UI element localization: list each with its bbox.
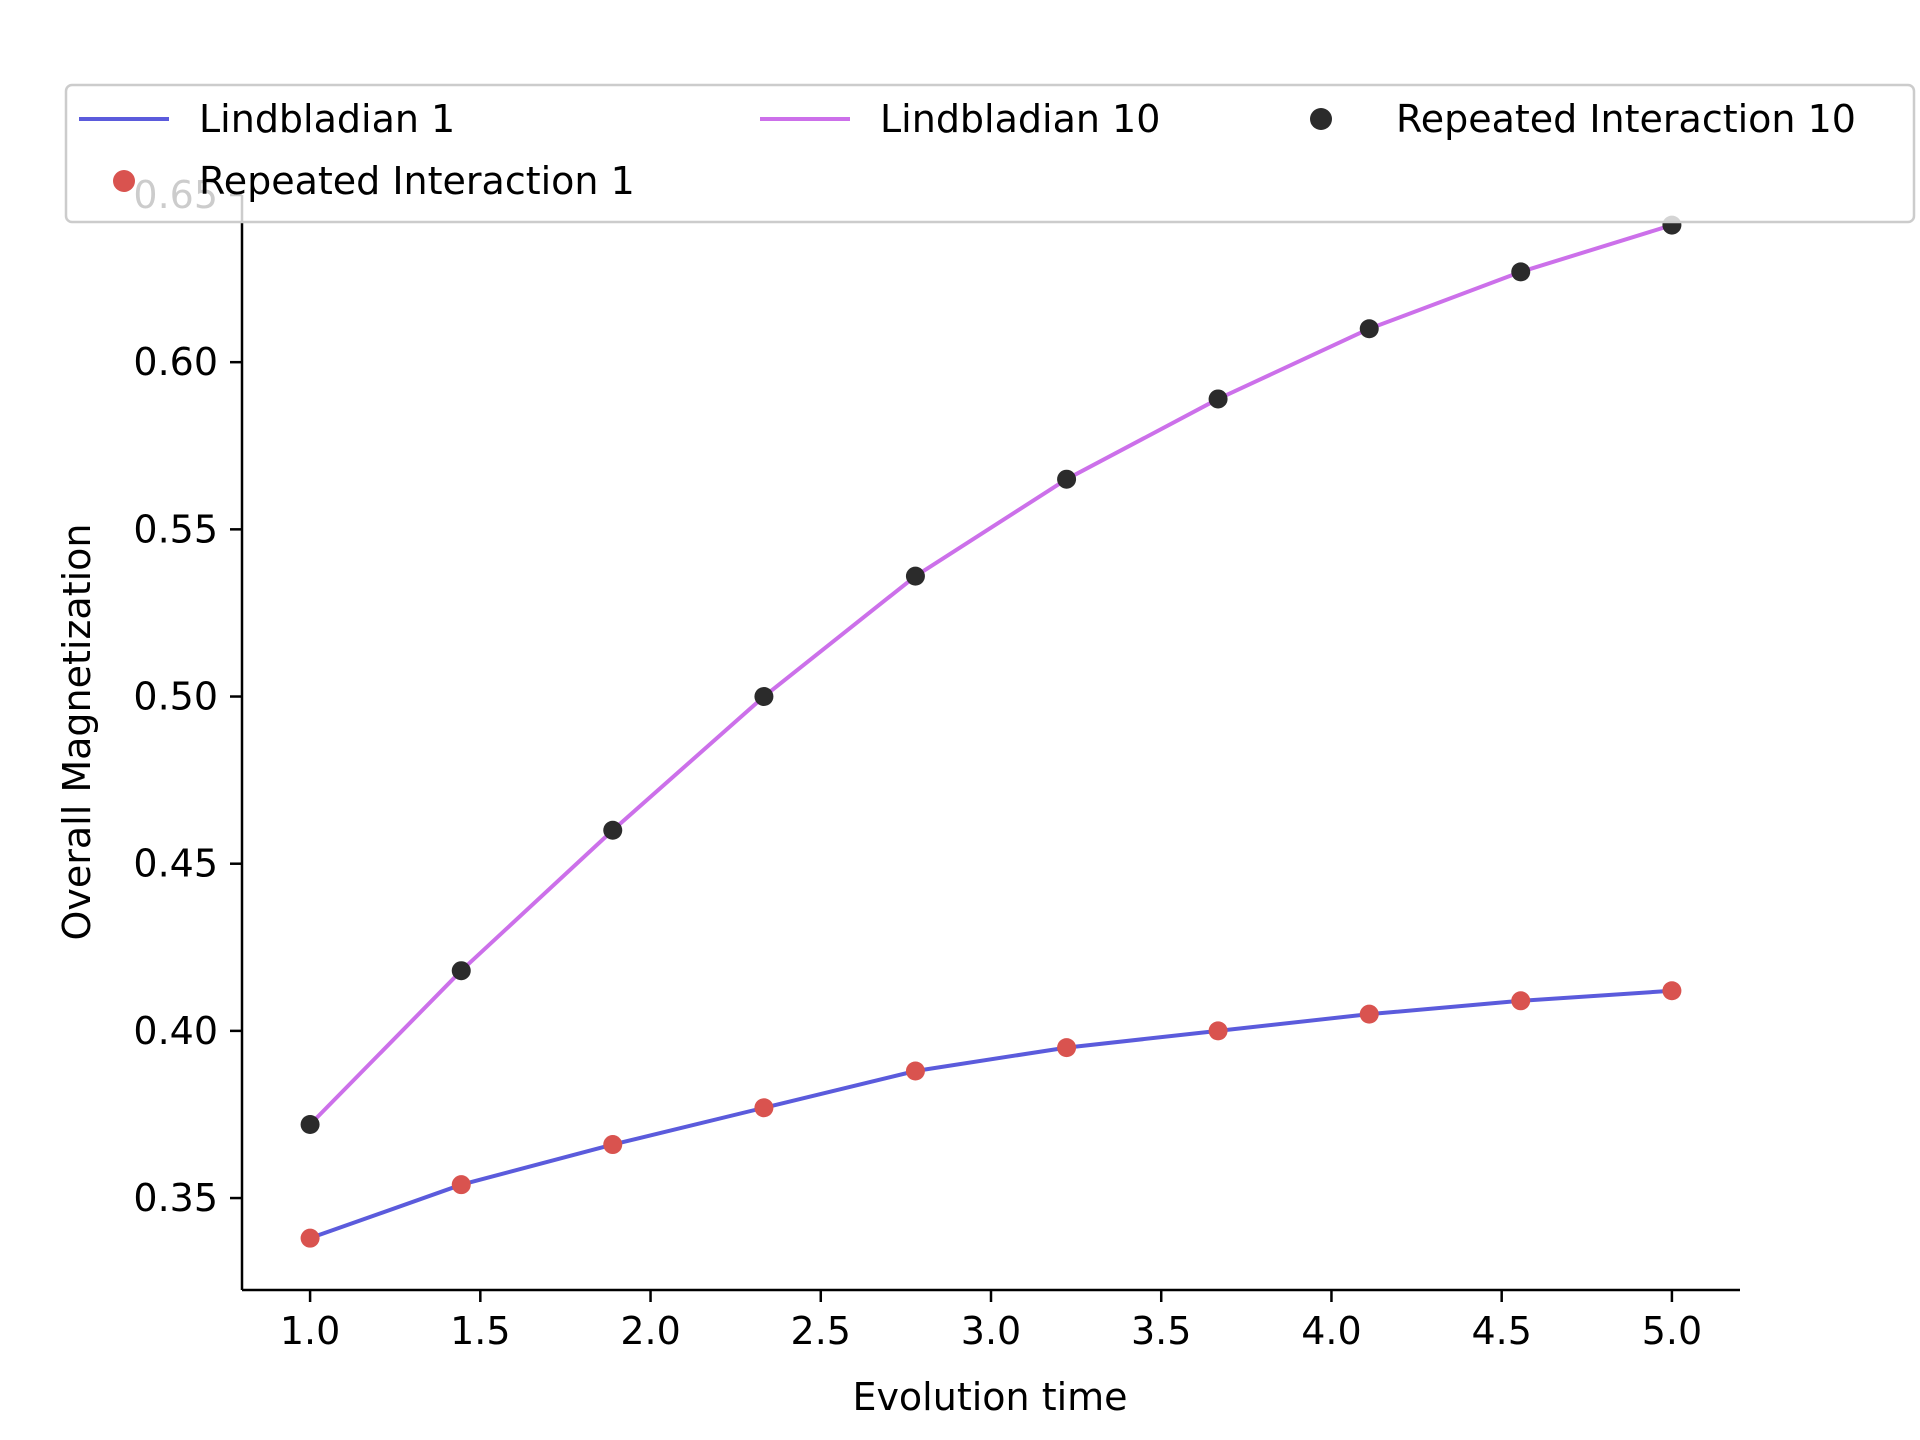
scatter-point-2	[1208, 1021, 1228, 1041]
scatter-point-1	[300, 1114, 320, 1134]
plot-area	[300, 215, 1682, 1248]
series-line-1	[308, 988, 1674, 1241]
x-tick-label: 4.5	[1471, 1309, 1531, 1353]
scatter-point-2	[1511, 991, 1531, 1011]
legend-label: Lindbladian 1	[199, 97, 455, 141]
y-tick-label: 0.35	[133, 1176, 218, 1220]
axes	[240, 195, 1740, 1292]
legend-label: Lindbladian 10	[880, 97, 1160, 141]
legend-label: Repeated Interaction 1	[199, 159, 635, 203]
scatter-point-2	[451, 1175, 471, 1195]
legend-marker-swatch	[113, 170, 135, 192]
scatter-point-1	[1359, 319, 1379, 339]
scatter-point-1	[754, 687, 774, 707]
series-line-2	[308, 223, 1674, 1127]
x-tick-label: 5.0	[1642, 1309, 1702, 1353]
scatter-point-1	[1208, 389, 1228, 409]
scatter-point-1	[905, 566, 925, 586]
scatter-point-2	[1057, 1038, 1077, 1058]
x-tick-label: 2.5	[791, 1309, 851, 1353]
x-tick-label: 2.0	[620, 1309, 680, 1353]
scatter-point-1	[1057, 469, 1077, 489]
ticks: 1.0 1.5 2.0 2.5 3.0 3.5 4.0 4.5 5.0 0.35 0.40 0.45 0…	[133, 173, 1702, 1353]
x-tick-label: 3.0	[961, 1309, 1021, 1353]
scatter-point-2	[1662, 981, 1682, 1001]
scatter-point-1	[451, 961, 471, 981]
y-tick-label: 0.40	[133, 1009, 218, 1053]
x-tick-label: 1.5	[450, 1309, 510, 1353]
y-tick-label: 0.60	[133, 340, 218, 384]
y-tick-label: 0.55	[133, 507, 218, 551]
scatter-point-2	[300, 1228, 320, 1248]
y-tick-label: 0.45	[133, 842, 218, 886]
x-axis-label: Evolution time	[852, 1375, 1127, 1419]
y-axis-label: Overall Magnetization	[55, 523, 99, 940]
scatter-point-2	[603, 1135, 623, 1155]
legend-frame	[64, 83, 1916, 224]
x-tick-label: 3.5	[1131, 1309, 1191, 1353]
legend-marker-swatch	[1310, 108, 1332, 130]
y-tick-label: 0.50	[133, 675, 218, 719]
scatter-point-2	[905, 1061, 925, 1081]
legend: Lindbladian 1 Lindbladian 10 Repeated Inte…	[64, 83, 1916, 224]
scatter-point-2	[754, 1098, 774, 1118]
x-tick-label: 4.0	[1301, 1309, 1361, 1353]
scatter-point-2	[1359, 1004, 1379, 1024]
scatter-point-1	[1511, 262, 1531, 282]
scatter-point-1	[603, 820, 623, 840]
legend-label: Repeated Interaction 10	[1396, 97, 1856, 141]
x-tick-label: 1.0	[280, 1309, 340, 1353]
